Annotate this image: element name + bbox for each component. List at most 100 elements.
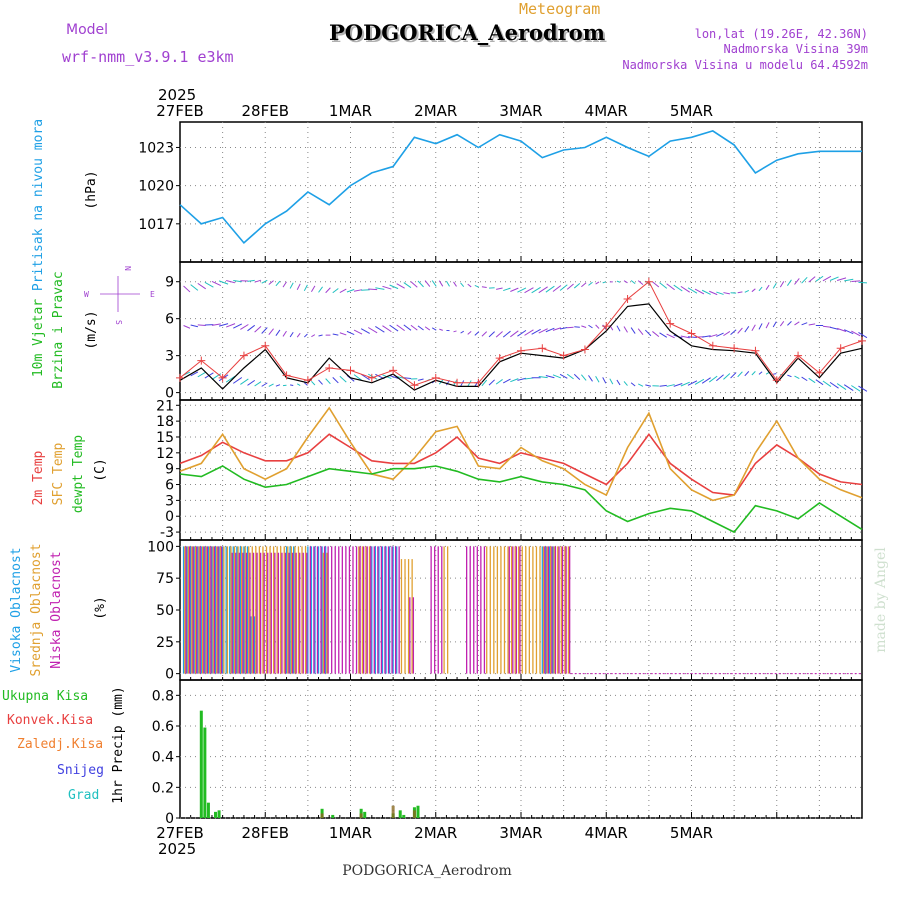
wind-vane <box>368 288 378 291</box>
sfc-temp-label: SFC Temp <box>51 443 66 506</box>
wind-vane <box>424 280 431 287</box>
wind-gust-marker <box>303 376 312 385</box>
wind-vane <box>488 379 495 386</box>
wind-gust-marker <box>538 344 547 353</box>
wind-vane <box>673 383 683 387</box>
cloud-ytick-label: 50 <box>156 603 174 619</box>
wind-vane <box>595 376 600 383</box>
wind-vane <box>758 323 763 330</box>
wind-vane <box>580 374 587 381</box>
wind-vane <box>495 379 503 385</box>
wind-gust-marker <box>623 294 632 303</box>
time-axis: 27FEB 27FEB 28FEB 28FEB 1MAR 1MAR 2MAR 2MAR 3MAR… <box>156 102 713 842</box>
precip-frozen-label: Zaledj.Kisa <box>17 737 103 752</box>
pressure-series-line <box>179 130 862 245</box>
wind-vane <box>474 331 480 336</box>
wind-vane <box>503 287 511 292</box>
wind-vane <box>829 276 839 281</box>
wind-vane <box>545 285 555 293</box>
temperature-ytick-label: 9 <box>165 462 174 478</box>
wind-gust-marker <box>517 346 525 355</box>
wind-vane <box>403 282 412 289</box>
wind-gust-marker <box>666 319 675 328</box>
wind-vane <box>247 324 256 332</box>
wind-vane <box>801 276 808 284</box>
wind-vane <box>552 327 562 331</box>
wind-vane <box>460 380 465 387</box>
wind-vane <box>787 374 792 378</box>
wind-vane <box>808 323 816 326</box>
precip-ytick-label: 0.6 <box>152 719 174 735</box>
wind-vane <box>844 329 854 335</box>
wind-vane <box>637 328 644 335</box>
wind-vane <box>623 381 628 386</box>
wind-vane <box>538 376 548 379</box>
wind-vane <box>396 324 405 332</box>
wind-gust-marker <box>580 345 589 354</box>
compass-e: E <box>150 290 155 299</box>
wind-vane <box>808 377 816 384</box>
model-label: Model <box>66 22 108 38</box>
wind-vane <box>282 330 287 337</box>
wind-vane <box>801 376 808 382</box>
wind-vane <box>268 383 274 387</box>
wind-vane <box>815 275 824 282</box>
wind-vane <box>403 324 412 331</box>
precip-snow-label: Snijeg <box>57 763 104 778</box>
wind-vane <box>723 373 731 380</box>
compass-n: N <box>123 266 132 271</box>
wind-vane <box>417 280 424 288</box>
wind-vane <box>680 335 690 339</box>
wind-gust-marker <box>346 366 355 375</box>
precip-unit: 1hr Precip (mm) <box>111 686 126 803</box>
wind-vane <box>836 383 847 390</box>
wind-vane <box>190 371 199 377</box>
wind-vane <box>701 377 711 384</box>
wind-gust-marker <box>858 336 866 345</box>
wind-vane <box>488 331 495 338</box>
wind-vane <box>630 280 636 285</box>
pressure-ytick-label: 1020 <box>138 179 174 195</box>
temperature-series-line <box>179 406 863 502</box>
precip-panel: 0 0.2 0.4 0.6 0.8 <box>152 679 863 827</box>
wind-gust-marker <box>644 277 653 286</box>
wind-vane <box>566 283 574 290</box>
wind-vane <box>524 329 534 336</box>
wind-vane <box>431 327 437 331</box>
x-tick-label-top: 3MAR <box>499 102 542 120</box>
wind-vane <box>573 373 581 380</box>
x-tick-label-bottom: 27FEB <box>156 824 203 842</box>
wind-vane <box>190 324 199 328</box>
wind-vane <box>183 285 191 293</box>
wind-vane <box>417 325 424 331</box>
temperature-ytick-label: 6 <box>165 478 174 494</box>
station-title: PODGORICA_Aerodrom <box>329 20 605 45</box>
wind-vane <box>588 281 593 286</box>
wind-vane <box>226 280 236 284</box>
pressure-label: Pritisak na nivou mora <box>31 119 46 291</box>
wind-vane <box>687 287 698 294</box>
wind-vane <box>410 281 418 288</box>
wind-vane <box>602 377 607 384</box>
temperature-ytick-label: -3 <box>160 525 174 541</box>
wind-vane <box>630 382 636 387</box>
wind-vane <box>240 324 249 330</box>
wind-vane <box>396 283 405 289</box>
wind-compass: W E N S <box>84 266 155 325</box>
wind-vane <box>339 332 347 336</box>
wind-vane <box>353 289 363 292</box>
wind-panel: 0 3 6 9 <box>165 261 868 402</box>
precip-total-bar <box>416 805 420 818</box>
wind-vane <box>353 374 363 381</box>
wind-vane <box>403 377 412 380</box>
x-tick-label-bottom: 5MAR <box>670 824 713 842</box>
wind-vane <box>652 281 660 288</box>
x-tick-label-top: 27FEB <box>156 102 203 120</box>
wind-ytick-label: 3 <box>165 349 174 365</box>
wind-vane <box>723 331 731 337</box>
wind-vane <box>573 282 581 289</box>
wind-vane <box>481 286 487 289</box>
wind-gust-marker <box>730 344 739 353</box>
altitude-info: Nadmorska Visina 39m <box>724 42 869 56</box>
x-tick-label-bottom: 2MAR <box>414 824 457 842</box>
